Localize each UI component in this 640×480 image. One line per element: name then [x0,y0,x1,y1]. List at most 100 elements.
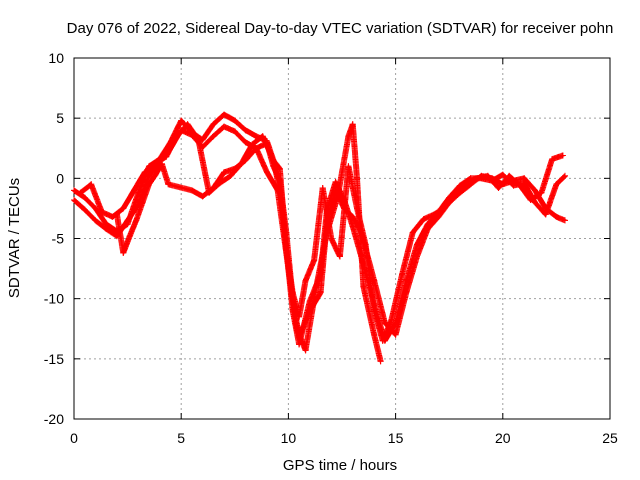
data-point [88,181,95,188]
series-D [113,121,384,365]
data-point [549,156,556,163]
data-point [392,331,399,338]
data-point [210,133,217,140]
data-point [221,111,228,118]
y-tick-label: -10 [44,291,64,307]
data-point [188,187,195,194]
data-point [302,347,309,354]
data-point [452,193,459,200]
y-tick-label: 5 [56,110,64,126]
data-point [199,193,206,200]
y-tick-label: -15 [44,351,64,367]
data-point [371,307,378,314]
data-point [120,249,127,256]
data-point [152,171,159,178]
data-point [414,241,420,248]
data-point [158,160,165,167]
data-point [231,165,238,172]
y-tick-label: 10 [48,50,64,66]
data-point [139,199,146,206]
data-point [424,221,431,228]
data-point [113,211,120,218]
data-point [559,152,566,159]
data-point [521,180,528,187]
data-point [377,358,384,365]
data-point [371,277,378,284]
data-point [510,182,517,189]
data-point [274,187,281,194]
data-point [210,185,217,191]
data-point [311,257,318,264]
x-tick-label: 15 [388,430,404,446]
data-point [231,117,238,124]
data-point [92,217,99,224]
x-tick-label: 10 [281,430,297,446]
data-point [336,253,343,260]
data-point [345,133,352,140]
data-point [152,160,159,167]
data-point [141,169,148,176]
data-point [259,133,266,140]
data-point [354,175,360,182]
data-point [553,181,560,188]
data-point [242,127,249,134]
data-point [71,187,77,194]
data-point [399,271,405,278]
data-point [553,213,560,220]
data-point [173,133,180,140]
data-point [420,216,427,223]
data-point [227,172,234,179]
data-point [495,185,502,191]
data-point [103,225,110,232]
data-point [349,121,356,128]
data-point [403,277,410,284]
data-point [126,233,133,240]
data-points-C [77,121,566,344]
data-point [270,157,277,164]
data-point [484,172,491,179]
data-point [210,121,217,128]
data-point [195,136,202,143]
data-point [542,211,549,218]
data-point [388,317,395,324]
data-point [163,153,170,160]
data-point [392,319,399,326]
data-point [131,187,137,194]
data-point [253,145,260,152]
data-point [506,172,513,179]
data-point [77,189,84,196]
data-point [178,117,185,124]
data-point [328,235,335,242]
data-point [81,206,88,213]
data-point [98,209,105,215]
data-point [146,172,152,179]
data-point [276,165,283,172]
data-point [242,139,249,146]
data-point [317,289,324,296]
data-point [146,181,152,188]
data-point [221,169,228,176]
data-point [381,319,388,326]
data-point [124,217,131,224]
data-series [71,111,568,365]
y-tick-label: 0 [56,170,64,186]
x-tick-label: 25 [602,430,618,446]
series-C [77,121,566,344]
data-point [231,128,238,135]
data-point [302,277,309,284]
y-tick-label: -5 [52,231,65,247]
data-point [532,187,538,194]
data-point [463,178,470,185]
data-point [562,172,568,179]
chart-title: Day 076 of 2022, Sidereal Day-to-day VTE… [67,20,614,37]
x-axis-label: GPS time / hours [283,457,397,474]
data-point [221,123,228,130]
data-point [71,197,77,203]
data-point [441,204,448,211]
data-point [527,197,534,203]
data-point [517,182,523,189]
data-point [165,181,172,188]
data-point [294,325,300,332]
data-point [499,171,506,178]
